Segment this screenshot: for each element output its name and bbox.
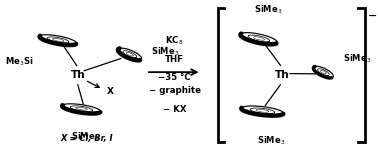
Text: SiMe$_3$: SiMe$_3$ [343,53,372,66]
Text: X: X [107,87,113,96]
Text: SiMe$_3$: SiMe$_3$ [151,46,180,58]
Text: −: − [367,11,377,21]
Text: SiMe$_3$: SiMe$_3$ [71,130,99,143]
Text: −35 °C: −35 °C [158,73,191,82]
Text: Me$_3$Si: Me$_3$Si [5,55,33,68]
Text: Th: Th [275,70,290,80]
Text: Th: Th [71,70,85,80]
Text: THF: THF [165,55,184,64]
Text: KC$_8$: KC$_8$ [166,34,184,47]
Text: SiMe$_3$: SiMe$_3$ [257,134,285,147]
Text: − graphite: − graphite [149,86,201,95]
Text: SiMe$_3$: SiMe$_3$ [254,3,282,16]
Text: X = Cl, Br, I: X = Cl, Br, I [60,134,113,143]
Text: − KX: − KX [163,105,186,114]
